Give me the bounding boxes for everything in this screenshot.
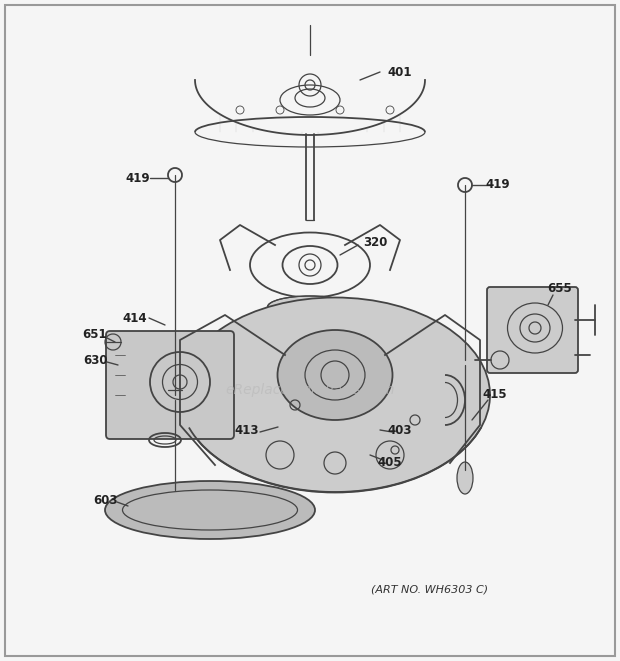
Text: 655: 655 bbox=[547, 282, 572, 295]
Text: 603: 603 bbox=[93, 494, 117, 506]
Text: 630: 630 bbox=[82, 354, 107, 366]
Text: 413: 413 bbox=[235, 424, 259, 436]
Ellipse shape bbox=[457, 462, 473, 494]
Text: 403: 403 bbox=[388, 424, 412, 436]
Ellipse shape bbox=[267, 296, 353, 318]
Text: 401: 401 bbox=[388, 65, 412, 79]
Ellipse shape bbox=[278, 330, 392, 420]
Text: eReplacementParts.com: eReplacementParts.com bbox=[225, 383, 395, 397]
Text: 405: 405 bbox=[378, 455, 402, 469]
Text: (ART NO. WH6303 C): (ART NO. WH6303 C) bbox=[371, 585, 489, 595]
Text: 419: 419 bbox=[126, 171, 150, 184]
Ellipse shape bbox=[105, 481, 315, 539]
Text: 651: 651 bbox=[82, 327, 107, 340]
Text: 415: 415 bbox=[483, 389, 507, 401]
Text: 320: 320 bbox=[363, 235, 387, 249]
Text: 419: 419 bbox=[485, 178, 510, 192]
Ellipse shape bbox=[180, 297, 490, 492]
FancyBboxPatch shape bbox=[106, 331, 234, 439]
Text: 414: 414 bbox=[123, 311, 148, 325]
FancyBboxPatch shape bbox=[487, 287, 578, 373]
Ellipse shape bbox=[167, 484, 183, 516]
